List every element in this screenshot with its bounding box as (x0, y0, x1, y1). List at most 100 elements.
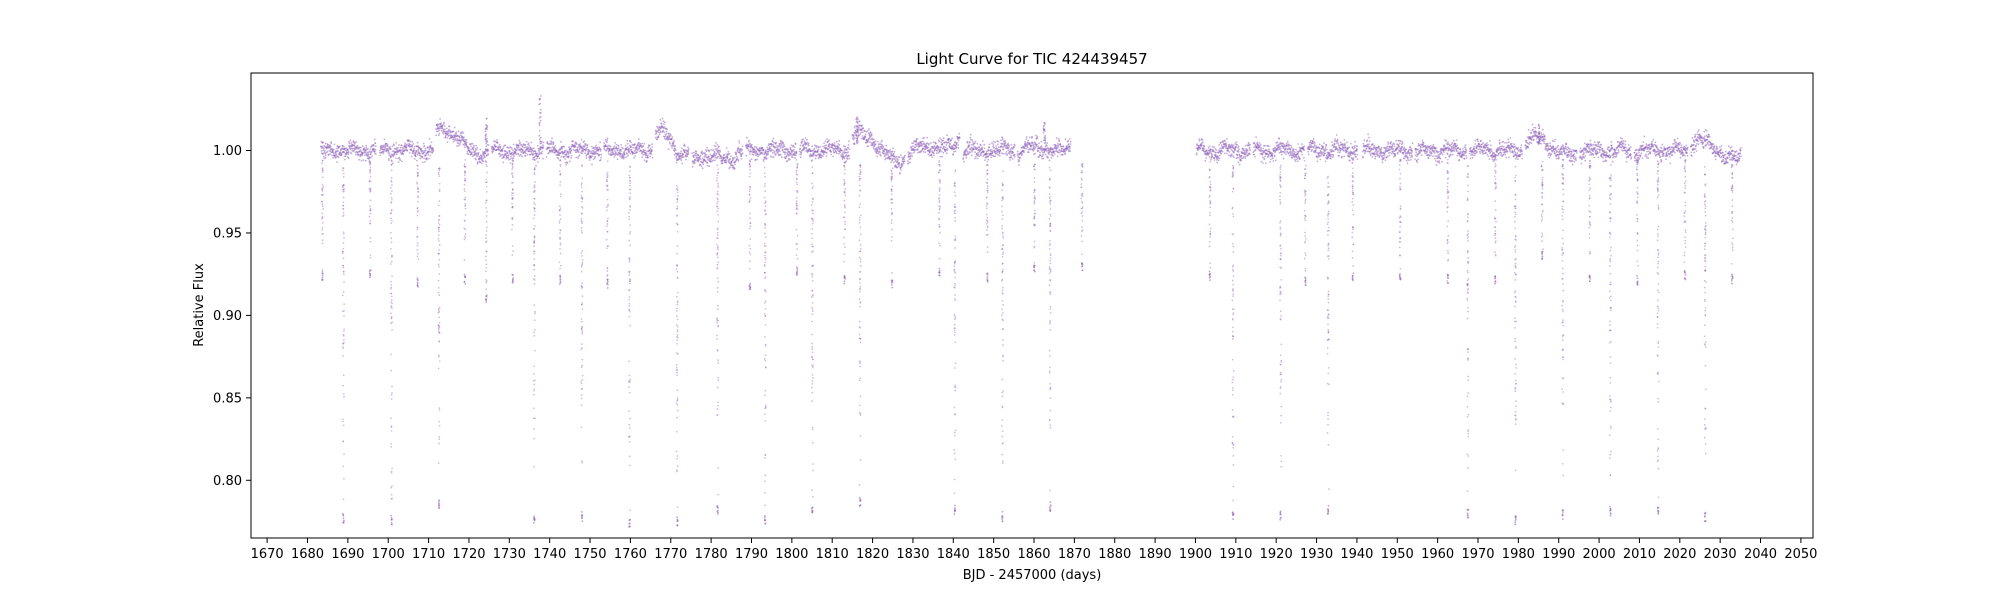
flux-point (895, 155, 898, 158)
flux-point (535, 157, 538, 160)
flux-point (1365, 147, 1368, 150)
flux-point (426, 157, 428, 160)
flux-point (423, 149, 426, 152)
flux-point (1324, 146, 1327, 148)
flux-point (1405, 148, 1408, 151)
flux-point (419, 152, 421, 155)
flux-point (396, 153, 398, 156)
flux-point (657, 136, 660, 138)
flux-point (465, 139, 468, 141)
flux-point (1333, 145, 1336, 148)
flux-point (637, 141, 640, 144)
flux-point (950, 138, 952, 141)
flux-point (535, 164, 537, 167)
flux-point (1430, 154, 1432, 157)
flux-point (802, 138, 804, 141)
flux-point (867, 145, 869, 148)
flux-point (788, 150, 791, 153)
flux-point (1369, 154, 1372, 157)
flux-point (438, 129, 440, 132)
flux-point (1268, 154, 1270, 156)
flux-point (1259, 145, 1261, 148)
flux-point (988, 146, 991, 149)
flux-point (669, 143, 672, 145)
flux-point (485, 145, 487, 148)
flux-point (912, 148, 915, 151)
flux-point (410, 148, 413, 150)
flux-point (973, 148, 975, 151)
flux-point (932, 147, 934, 150)
flux-point (1263, 158, 1266, 161)
flux-point (1376, 152, 1379, 155)
flux-point (428, 137, 431, 140)
flux-point (487, 144, 490, 147)
flux-point (429, 154, 432, 157)
flux-point (1470, 146, 1472, 149)
flux-point (723, 153, 726, 156)
flux-point (872, 138, 875, 141)
flux-point (740, 153, 743, 156)
flux-point (1443, 145, 1446, 148)
flux-point (620, 144, 623, 146)
flux-point (895, 159, 897, 161)
flux-point (1216, 161, 1219, 164)
flux-point (954, 150, 957, 153)
flux-point (654, 136, 657, 139)
flux-point (400, 150, 402, 152)
flux-point (677, 152, 680, 154)
flux-point (1221, 150, 1224, 153)
flux-point (1456, 144, 1459, 147)
flux-point (1438, 162, 1441, 164)
flux-point (1388, 154, 1391, 157)
flux-point (788, 158, 791, 161)
flux-point (1211, 154, 1213, 157)
flux-point (323, 150, 326, 152)
flux-point (755, 151, 758, 154)
flux-point (453, 126, 456, 129)
flux-point (386, 143, 389, 146)
flux-point (838, 139, 841, 142)
flux-point (923, 136, 926, 139)
flux-point (1297, 143, 1300, 145)
flux-point (1411, 156, 1414, 158)
flux-point (1311, 140, 1314, 143)
flux-point (441, 124, 444, 126)
flux-point (806, 141, 809, 144)
flux-point (622, 147, 624, 150)
flux-point (1009, 148, 1012, 151)
flux-point (1321, 151, 1323, 154)
flux-point (933, 154, 935, 157)
flux-point (839, 147, 842, 150)
flux-point (1377, 150, 1380, 153)
flux-point (585, 143, 587, 145)
flux-point (1205, 157, 1208, 160)
flux-point (1061, 154, 1064, 156)
flux-point (1069, 143, 1072, 146)
flux-point (706, 161, 709, 164)
flux-point (953, 150, 955, 153)
flux-point (369, 148, 372, 151)
flux-point (1356, 153, 1359, 156)
flux-point (459, 134, 462, 137)
flux-point (1499, 145, 1502, 148)
flux-point (967, 152, 970, 155)
flux-point (1067, 143, 1070, 145)
flux-point (745, 154, 748, 157)
flux-point (1392, 147, 1395, 150)
flux-point (1426, 150, 1429, 153)
flux-point (717, 155, 719, 158)
flux-point (898, 162, 901, 165)
flux-point (787, 155, 790, 157)
flux-point (525, 140, 528, 143)
flux-point (549, 147, 552, 149)
flux-point (901, 163, 903, 166)
flux-point (998, 154, 1001, 157)
flux-point (1438, 155, 1441, 158)
flux-point (687, 146, 689, 149)
flux-point (1449, 145, 1451, 147)
flux-point (1039, 151, 1041, 154)
flux-point (578, 148, 581, 151)
flux-point (876, 148, 879, 151)
flux-point (1421, 139, 1424, 142)
flux-point (1490, 144, 1492, 147)
